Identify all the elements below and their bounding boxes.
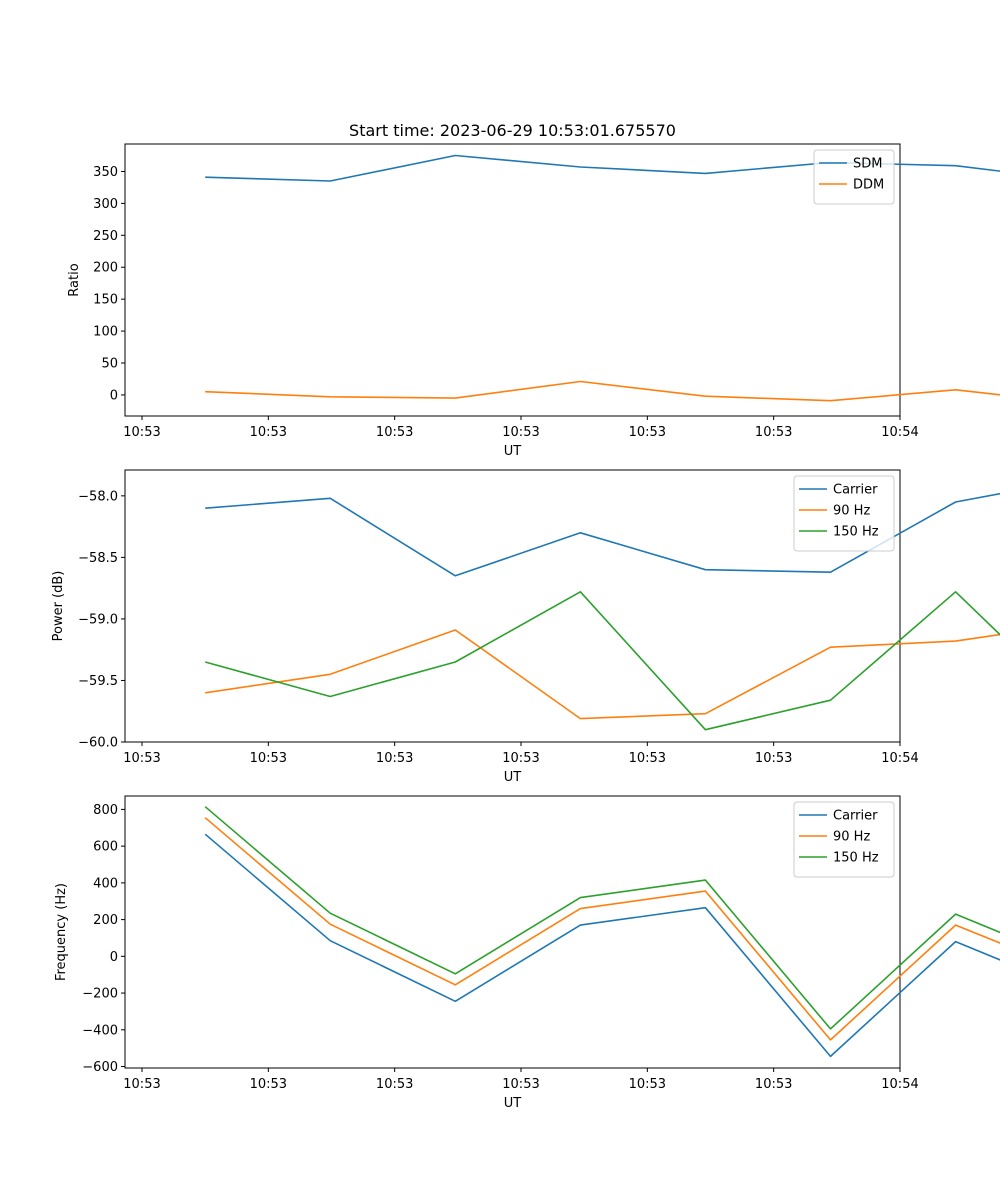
legend-label-90-hz: 90 Hz	[833, 504, 870, 519]
y-axis-label: Frequency (Hz)	[54, 883, 69, 981]
x-tick-label: 10:53	[123, 751, 160, 766]
y-tick-label: 100	[93, 325, 118, 340]
series-line-90-hz	[204, 817, 1000, 1041]
plot-frame	[124, 469, 901, 743]
y-tick-label: 0	[110, 950, 118, 965]
legend: Carrier 90 Hz 150 Hz	[793, 475, 895, 552]
x-tick-label: 10:53	[376, 751, 413, 766]
y-tick-label: 350	[93, 165, 118, 180]
x-tick-label: 10:53	[376, 1077, 413, 1092]
legend-box	[793, 475, 895, 552]
y-tick-label: −58.0	[78, 489, 118, 504]
legend-label-sdm: SDM	[853, 157, 882, 172]
y-tick-label: 200	[93, 913, 118, 928]
chart-title: Start time: 2023-06-29 10:53:01.675570	[349, 121, 676, 140]
legend: Carrier 90 Hz 150 Hz	[793, 801, 895, 878]
power-panel: 10:53 10:53 10:53 10:53 10:53 10:53 10:54 −60.0…	[51, 469, 1000, 785]
series-line-150-hz	[204, 806, 1000, 1030]
x-tick-label: 10:54	[881, 425, 918, 440]
plot-frame	[124, 143, 901, 417]
y-axis-label: Power (dB)	[51, 571, 66, 642]
x-tick-label: 10:54	[881, 1077, 918, 1092]
x-tick-label: 10:53	[123, 1077, 160, 1092]
series-line-90-hz	[205, 629, 1000, 720]
y-tick-label: −58.5	[78, 551, 118, 566]
x-axis-label: UT	[504, 770, 522, 785]
legend: SDM DDM	[813, 149, 895, 205]
series-line-150-hz	[204, 590, 1000, 731]
legend-label-carrier: Carrier	[833, 809, 878, 824]
plot-frame	[124, 795, 901, 1069]
x-tick-label: 10:53	[502, 425, 539, 440]
y-axis-label: Ratio	[67, 263, 82, 296]
y-tick-label: 300	[93, 197, 118, 212]
legend-label-150-hz: 150 Hz	[833, 525, 879, 540]
series-line-ddm	[205, 380, 1000, 402]
legend-box	[793, 801, 895, 878]
x-axis-label: UT	[504, 1096, 522, 1111]
series-line-carrier	[204, 833, 1000, 1058]
x-tick-label: 10:53	[502, 751, 539, 766]
y-tick-label: 0	[110, 388, 118, 403]
y-tick-label: −59.0	[78, 612, 118, 627]
x-tick-label: 10:53	[755, 1077, 792, 1092]
legend-label-150-hz: 150 Hz	[833, 851, 879, 866]
x-tick-label: 10:53	[376, 425, 413, 440]
y-tick-label: 200	[93, 261, 118, 276]
x-tick-label: 10:53	[250, 751, 287, 766]
y-tick-label: −400	[82, 1023, 118, 1038]
x-tick-label: 10:54	[881, 751, 918, 766]
y-tick-label: 400	[93, 876, 118, 891]
x-tick-label: 10:53	[250, 1077, 287, 1092]
x-tick-label: 10:53	[629, 1077, 666, 1092]
y-tick-label: −600	[82, 1060, 118, 1075]
y-tick-label: −60.0	[78, 736, 118, 751]
ratio-panel: 10:53 10:53 10:53 10:53 10:53 10:53 10:54 0 50 10…	[67, 143, 1000, 459]
x-tick-label: 10:53	[250, 425, 287, 440]
x-tick-label: 10:53	[629, 425, 666, 440]
x-axis-label: UT	[504, 444, 522, 459]
legend-label-carrier: Carrier	[833, 483, 878, 498]
y-tick-label: 250	[93, 229, 118, 244]
x-tick-label: 10:53	[629, 751, 666, 766]
legend-label-90-hz: 90 Hz	[833, 830, 870, 845]
y-tick-label: 800	[93, 803, 118, 818]
legend-label-ddm: DDM	[853, 178, 884, 193]
x-tick-label: 10:53	[755, 751, 792, 766]
series-line-sdm	[205, 154, 1000, 182]
frequency-panel: 10:53 10:53 10:53 10:53 10:53 10:53 10:54 −600 −…	[54, 795, 1000, 1111]
y-tick-label: 600	[93, 840, 118, 855]
x-tick-label: 10:53	[755, 425, 792, 440]
x-tick-label: 10:53	[502, 1077, 539, 1092]
series-line-carrier	[205, 492, 1000, 577]
y-tick-label: −200	[82, 987, 118, 1002]
x-tick-label: 10:53	[123, 425, 160, 440]
y-tick-label: 50	[101, 357, 118, 372]
y-tick-label: 150	[93, 293, 118, 308]
y-tick-label: −59.5	[78, 674, 118, 689]
